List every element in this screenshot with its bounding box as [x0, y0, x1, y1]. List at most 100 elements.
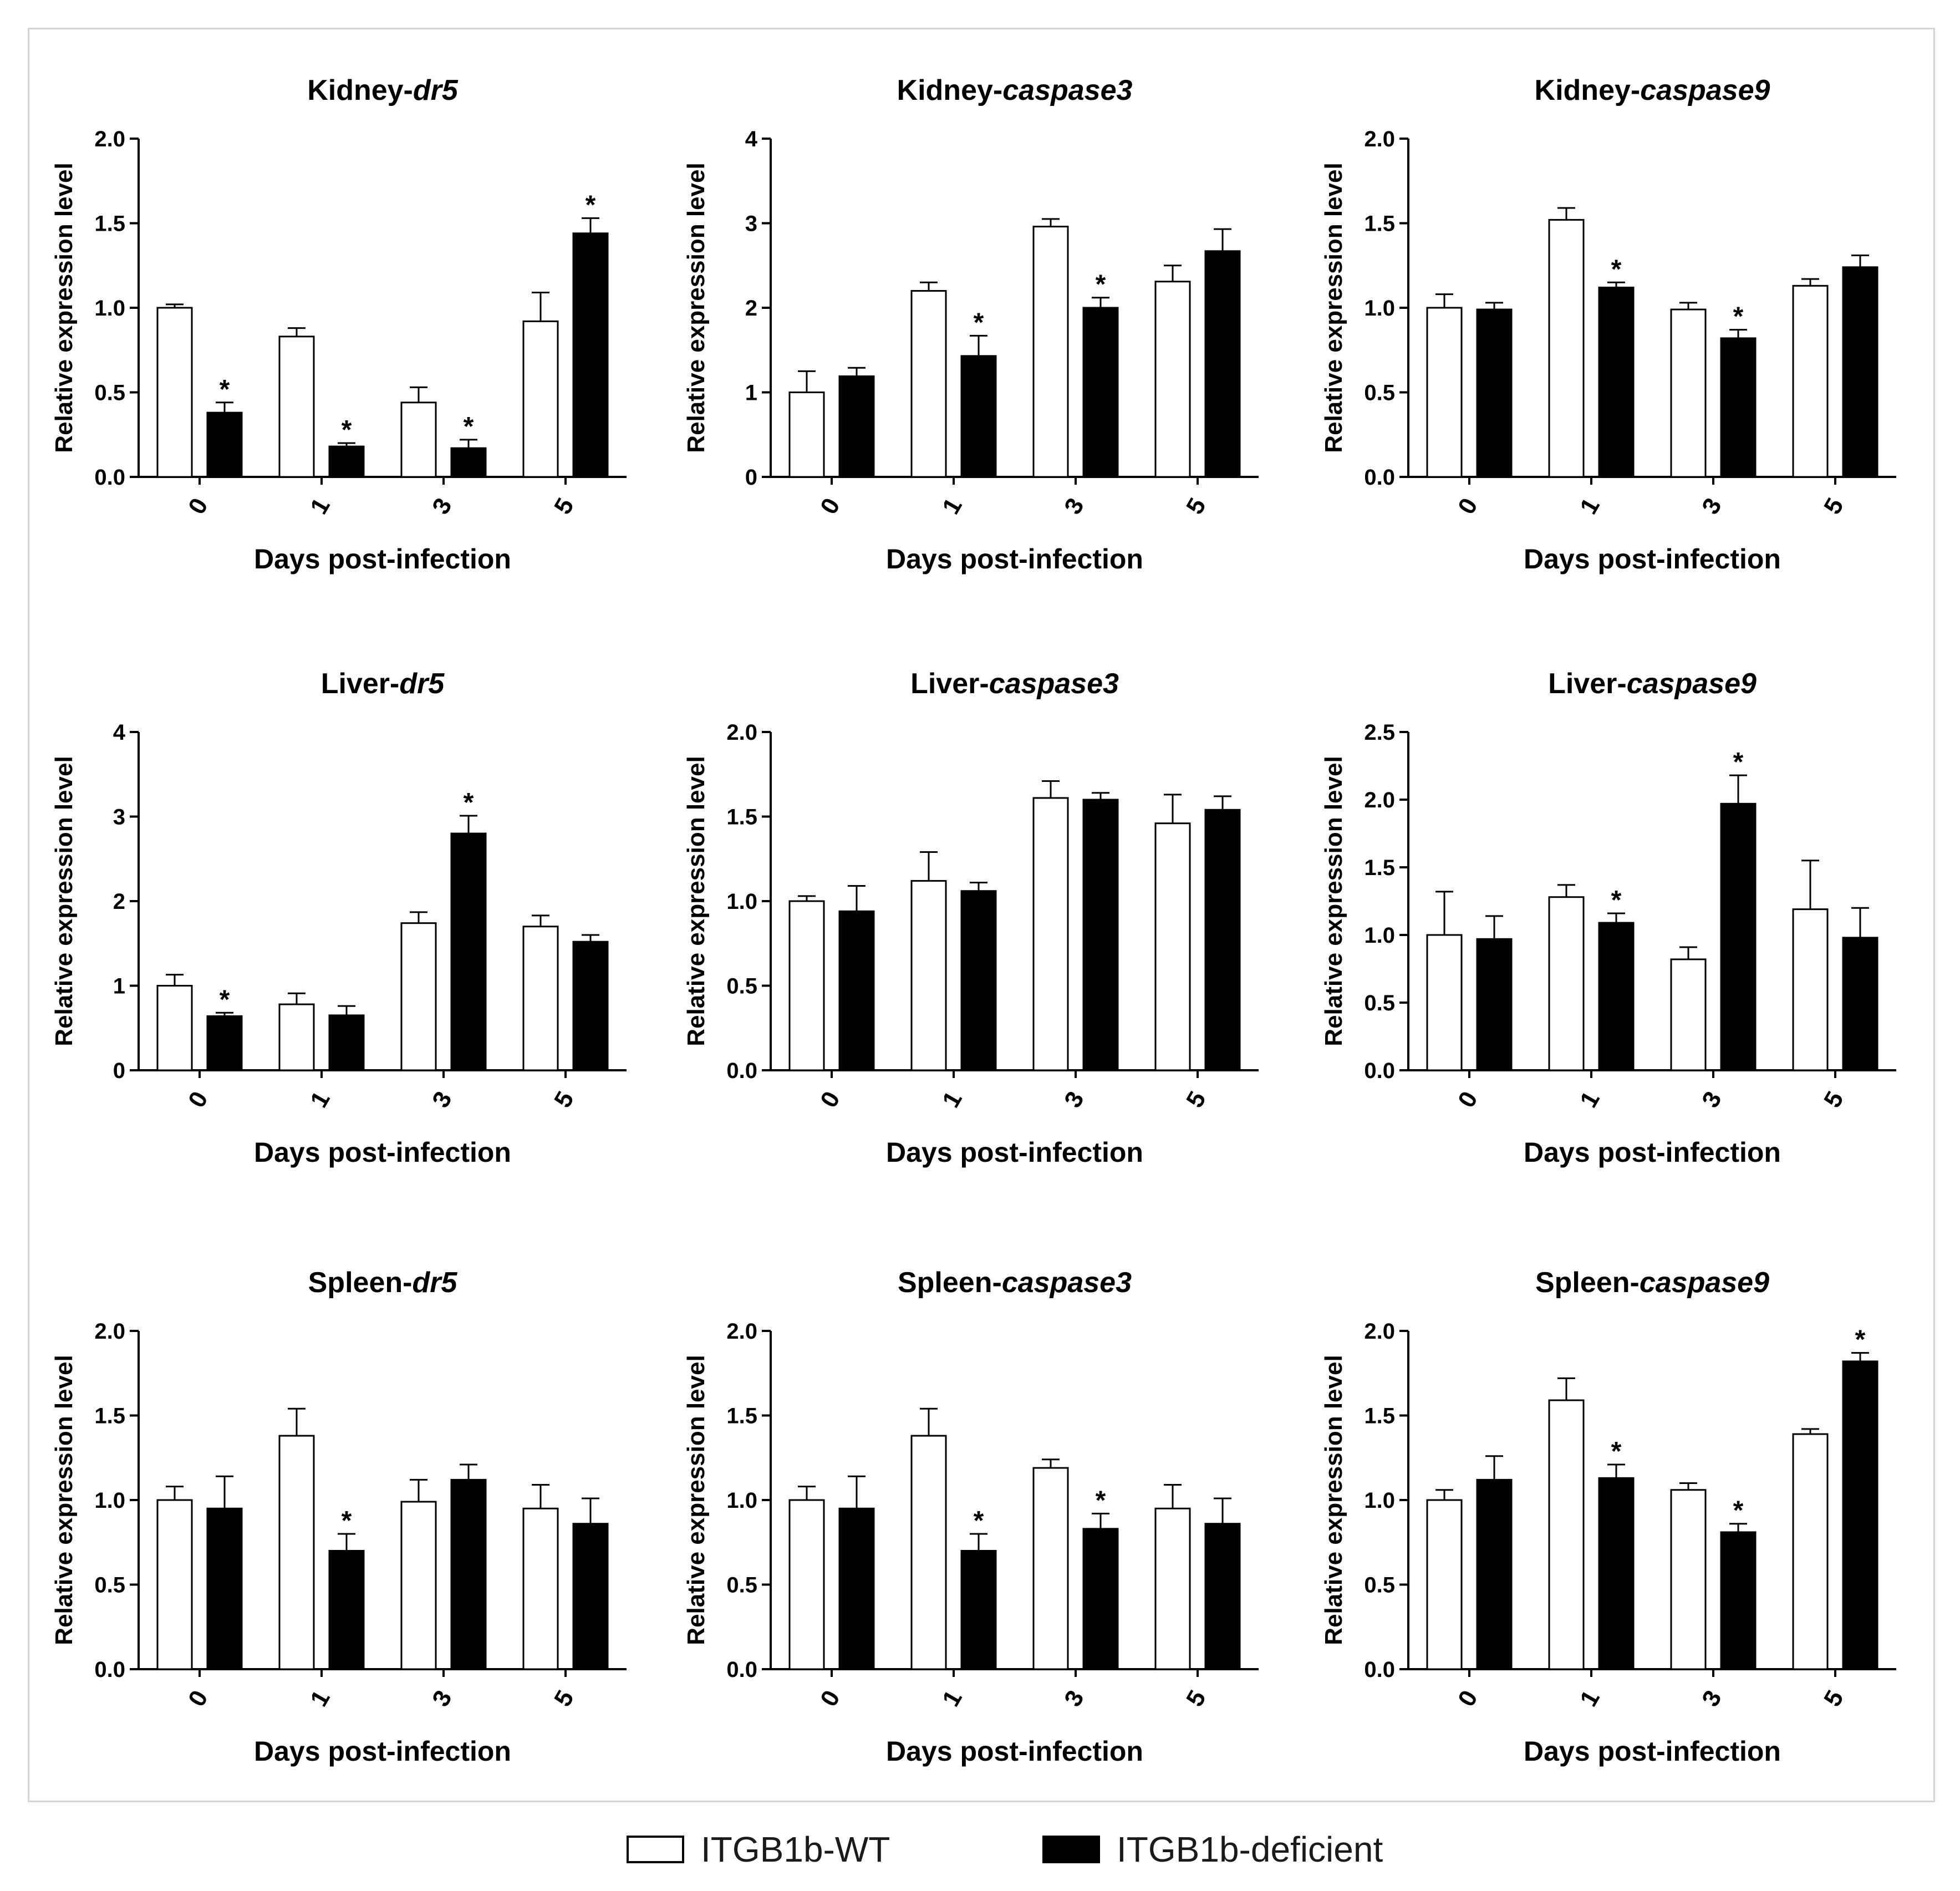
x-tick-label: 0: [1453, 1087, 1483, 1112]
bar-wt: [1670, 1489, 1707, 1670]
y-tick-label: 2: [745, 296, 757, 321]
y-tick-label: 2.0: [726, 1319, 757, 1344]
bar-wt: [1426, 934, 1463, 1071]
x-tick-label: 0: [183, 494, 213, 519]
bar-wt: [156, 985, 193, 1071]
y-tick-label: 0.5: [726, 1573, 757, 1598]
y-axis-label: Relative expression level: [1320, 756, 1347, 1046]
significance-asterisk: *: [974, 1506, 984, 1536]
bar-wt: [1792, 284, 1829, 478]
y-tick-label: 0.0: [726, 1059, 757, 1083]
significance-asterisk: *: [586, 190, 596, 220]
y-tick-label: 1.0: [94, 296, 125, 321]
bar-deficient: [1204, 809, 1241, 1071]
bar-wt: [910, 290, 947, 478]
significance-asterisk: *: [1096, 1486, 1106, 1515]
bar-deficient: [960, 890, 997, 1071]
y-tick-label: 3: [113, 805, 125, 830]
x-tick-label: 5: [549, 1686, 579, 1711]
bar-wt: [400, 922, 437, 1071]
y-tick-label: 0.5: [94, 1573, 125, 1598]
legend-label-deficient: ITGB1b-deficient: [1117, 1829, 1383, 1869]
y-tick-label: 0: [745, 465, 757, 490]
y-tick-label: 0.0: [94, 465, 125, 490]
x-tick-label: 0: [815, 494, 846, 519]
bar-wt: [278, 1003, 315, 1071]
x-tick-label: 1: [937, 494, 968, 519]
chart-panel: Spleen-dr5 Relative expression level 0.0 0.…: [50, 1267, 627, 1767]
x-tick-label: 3: [1697, 1087, 1727, 1112]
bar-wt: [156, 1499, 193, 1670]
y-tick-label: 0: [113, 1059, 125, 1083]
bar-wt: [156, 307, 193, 478]
significance-asterisk: *: [974, 308, 984, 337]
x-tick-label: 5: [1181, 1087, 1211, 1112]
bar-wt: [1032, 797, 1069, 1071]
y-tick-label: 1.0: [94, 1488, 125, 1513]
x-tick-label: 1: [305, 1087, 335, 1112]
y-tick-label: 0.5: [1364, 381, 1395, 405]
bar-deficient: [450, 832, 487, 1071]
bar-deficient: [328, 1550, 365, 1670]
y-tick-label: 2.0: [1364, 1319, 1395, 1344]
x-tick-label: 1: [937, 1087, 968, 1112]
bar-wt: [1548, 896, 1585, 1071]
y-tick-label: 0.5: [1364, 1573, 1395, 1598]
y-tick-label: 0.5: [94, 381, 125, 405]
x-tick-label: 5: [549, 494, 579, 519]
bar-wt: [1548, 218, 1585, 478]
bar-wt: [1792, 1433, 1829, 1670]
x-tick-label: 3: [427, 494, 457, 519]
x-tick-label: 0: [1453, 1686, 1483, 1711]
x-tick-label: 1: [1575, 1087, 1605, 1112]
significance-asterisk: *: [220, 985, 230, 1014]
significance-asterisk: *: [1611, 255, 1622, 284]
y-tick-label: 3: [745, 212, 757, 236]
chart-title: Spleen-caspase9: [1535, 1267, 1769, 1299]
y-tick-label: 1.0: [726, 1488, 757, 1513]
bar-wt: [522, 1507, 559, 1670]
chart-title: Liver-dr5: [321, 668, 445, 700]
bar-wt: [1426, 1499, 1463, 1670]
bar-deficient: [838, 910, 875, 1071]
bar-deficient: [838, 1507, 875, 1670]
x-tick-label: 3: [1059, 1686, 1090, 1711]
bar-deficient: [572, 1523, 609, 1670]
y-tick-label: 1: [745, 381, 757, 405]
bar-deficient: [960, 355, 997, 478]
y-tick-label: 0.0: [94, 1658, 125, 1682]
x-tick-label: 5: [1181, 1686, 1211, 1711]
y-tick-label: 2.0: [94, 127, 125, 151]
bar-wt: [910, 1435, 947, 1670]
chart-title: Liver-caspase9: [1548, 668, 1757, 700]
bar-wt: [788, 1499, 825, 1670]
x-tick-label: 0: [183, 1087, 213, 1112]
x-tick-label: 3: [1697, 1686, 1727, 1711]
x-tick-label: 1: [1575, 494, 1605, 519]
x-tick-label: 1: [937, 1686, 968, 1711]
y-tick-label: 4: [745, 127, 758, 151]
x-tick-label: 5: [1819, 494, 1849, 519]
x-axis-label: Days post-infection: [1524, 1137, 1781, 1168]
chart-panel: Spleen-caspase9 Relative expression level…: [1320, 1267, 1896, 1767]
significance-asterisk: *: [1733, 748, 1744, 777]
y-tick-label: 0.0: [1364, 1059, 1395, 1083]
x-axis-label: Days post-infection: [1524, 1736, 1781, 1767]
chart-panel: Spleen-caspase3 Relative expression level…: [683, 1267, 1259, 1767]
bar-deficient: [1082, 799, 1119, 1071]
x-tick-label: 3: [1697, 494, 1727, 519]
y-tick-label: 0.0: [726, 1658, 757, 1682]
x-tick-label: 0: [815, 1686, 846, 1711]
bar-deficient: [1204, 250, 1241, 478]
chart-panel: Liver-dr5 Relative expression level 0 1 2 3 4 *…: [50, 668, 627, 1168]
y-tick-label: 1.5: [94, 1404, 125, 1429]
bar-deficient: [572, 941, 609, 1071]
significance-asterisk: *: [220, 375, 230, 404]
chart-panel: Kidney-caspase9 Relative expression level…: [1320, 74, 1896, 575]
bar-wt: [1792, 908, 1829, 1071]
x-tick-label: 5: [549, 1087, 579, 1112]
significance-asterisk: *: [1733, 1496, 1744, 1526]
bar-wt: [400, 1501, 437, 1670]
x-axis-label: Days post-infection: [254, 1736, 511, 1767]
